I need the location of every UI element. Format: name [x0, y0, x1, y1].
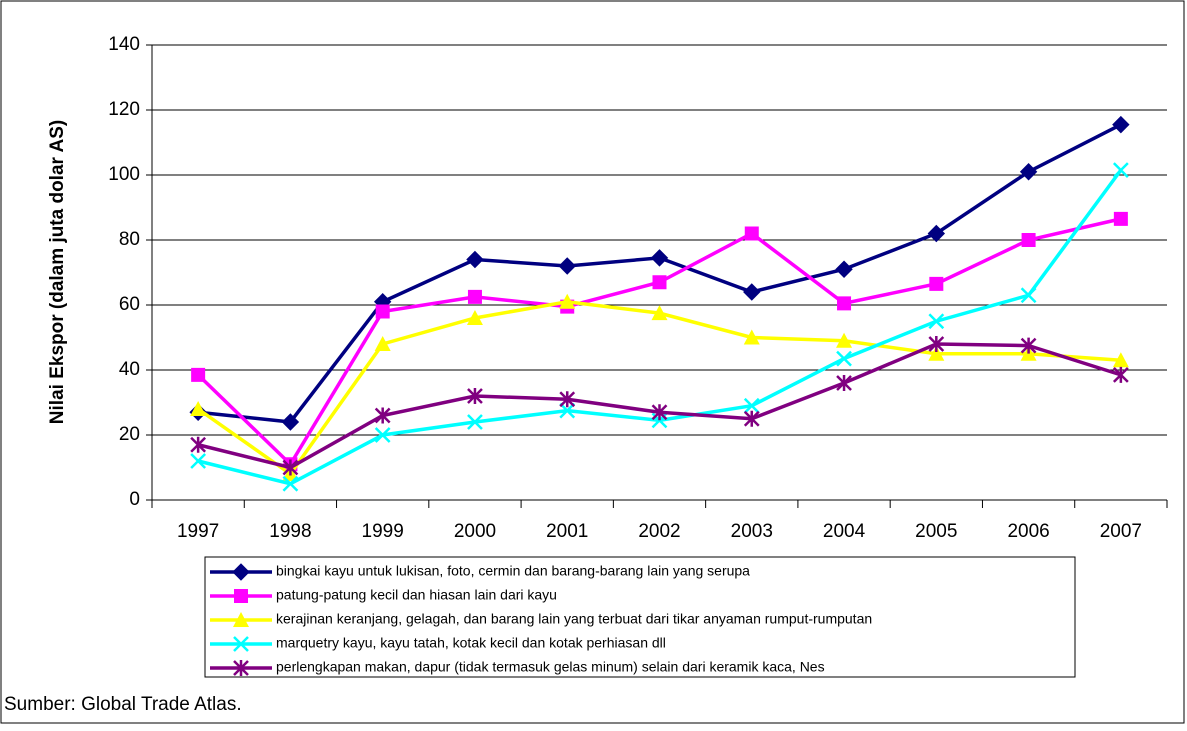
y-tick-label: 140 [108, 34, 140, 55]
x-tick-label: 2001 [546, 521, 588, 542]
marker [928, 336, 945, 352]
marker [928, 345, 945, 361]
marker [467, 388, 483, 404]
y-tick-label: 0 [129, 489, 140, 510]
marker [374, 427, 391, 443]
marker [558, 257, 576, 275]
marker [929, 276, 944, 291]
x-tick-label: 2002 [638, 521, 680, 542]
marker [1020, 287, 1037, 304]
marker [743, 329, 760, 345]
y-tick-label: 120 [108, 99, 140, 120]
marker [282, 475, 299, 492]
x-tick-label: 2007 [1100, 521, 1142, 542]
marker [375, 304, 390, 319]
marker [466, 310, 483, 325]
marker [651, 404, 668, 421]
legend-marker [232, 563, 250, 581]
legend-marker [234, 589, 248, 603]
source-note: Sumber: Global Trade Atlas. [4, 694, 242, 715]
marker [467, 414, 483, 430]
marker [559, 391, 576, 408]
legend-box [204, 556, 1076, 678]
y-tick-label: 20 [119, 424, 140, 445]
marker [1112, 162, 1129, 179]
marker [467, 289, 482, 304]
y-tick-label: 80 [119, 229, 140, 250]
marker [559, 293, 576, 309]
marker [190, 436, 207, 453]
y-tick-label: 40 [119, 359, 140, 380]
marker [281, 413, 300, 431]
x-tick-label: 2003 [731, 521, 773, 542]
legend-marker [233, 660, 249, 676]
x-tick-label: 2005 [915, 521, 957, 542]
legend-marker [233, 636, 249, 652]
marker [190, 453, 207, 469]
marker [466, 250, 484, 269]
marker [559, 402, 576, 419]
marker [374, 407, 391, 424]
marker [836, 375, 852, 391]
x-tick-label: 1997 [177, 521, 219, 542]
marker [374, 336, 391, 351]
marker [1112, 352, 1129, 368]
marker [1112, 115, 1130, 134]
marker [651, 305, 668, 321]
marker [1112, 366, 1129, 383]
marker [1020, 337, 1037, 354]
y-tick-label: 100 [108, 164, 140, 185]
marker [1113, 211, 1128, 226]
marker [282, 459, 299, 476]
marker [652, 275, 667, 290]
marker [836, 350, 852, 367]
y-axis-label: Nilai Ekspor (dalam juta dolar AS) [47, 120, 68, 424]
marker [743, 410, 760, 427]
marker [928, 313, 945, 330]
marker [650, 249, 669, 267]
legend-label: perlengkapan makan, dapur (tidak termasu… [276, 659, 825, 675]
legend-label: patung-patung kecil dan hiasan lain dari… [276, 587, 557, 603]
marker [743, 397, 760, 414]
legend-label: marquetry kayu, kayu tatah, kotak kecil … [276, 635, 666, 651]
legend-label: kerajinan keranjang, gelagah, dan barang… [276, 611, 872, 627]
x-tick-label: 2004 [823, 521, 866, 542]
marker [744, 226, 759, 241]
marker [743, 283, 761, 301]
marker [837, 296, 852, 311]
x-tick-label: 1998 [269, 521, 311, 542]
marker [835, 260, 853, 278]
legend-marker [233, 612, 249, 627]
marker [1021, 233, 1036, 247]
marker [1019, 163, 1038, 181]
x-tick-label: 1999 [362, 521, 404, 542]
legend-label: bingkai kayu untuk lukisan, foto, cermin… [276, 563, 750, 579]
marker [191, 367, 206, 382]
x-tick-label: 2000 [454, 521, 496, 542]
marker [836, 332, 853, 348]
marker [190, 401, 207, 416]
x-tick-label: 2006 [1007, 521, 1049, 542]
y-tick-label: 60 [119, 294, 140, 315]
marker [927, 224, 946, 243]
